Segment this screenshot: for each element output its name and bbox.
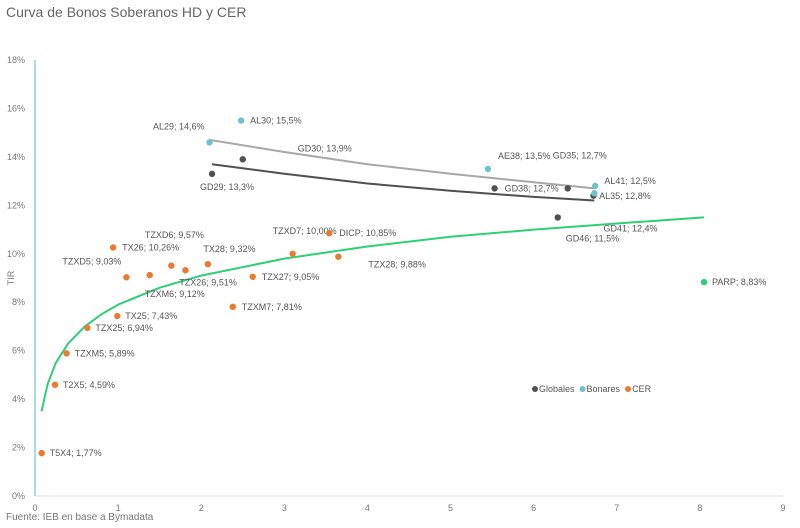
y-tick-label: 10% [7,249,25,259]
data-point [239,156,246,163]
chart-source: Fuente: IEB en base a Bymadata [6,512,154,523]
data-point [484,165,492,173]
data-point [564,185,571,192]
y-tick-label: 0% [12,491,25,501]
legend-marker [625,386,632,392]
data-label: TZX28; 9,88% [368,260,426,270]
data-point [38,449,45,457]
data-point [168,262,175,269]
trend-line [209,138,595,190]
x-tick-label: 6 [531,503,536,513]
legend-label: Globales [539,384,575,394]
data-label: TZXD5; 9,03% [62,256,121,266]
y-axis-label: TIR [6,270,16,285]
data-label: DICP; 10,85% [339,228,396,238]
data-point [123,274,130,281]
data-label: TX25; 7,43% [125,311,177,321]
data-point [591,182,599,190]
x-tick-label: 9 [780,503,785,513]
x-tick-label: 0 [32,503,37,513]
y-tick-label: 4% [12,394,25,404]
x-tick-label: 2 [199,503,204,513]
data-point [51,381,59,389]
chart-title: Curva de Bonos Soberanos HD y CER [6,4,247,20]
x-tick-label: 7 [614,503,619,513]
data-point [335,253,342,260]
data-point [591,190,598,197]
data-point [208,170,216,178]
data-label: TZX26; 9,51% [179,278,237,288]
legend-marker [579,386,586,392]
trend-line [40,216,705,412]
data-label: GD29; 13,3% [200,182,254,192]
data-label: T2X5; 4,59% [63,380,115,390]
data-point [182,267,189,274]
data-label: AL41; 12,5% [604,176,656,186]
y-tick-label: 18% [7,55,25,65]
data-point [229,303,237,311]
data-label: TZXD6; 9,57% [145,230,204,240]
x-tick-label: 4 [365,503,370,513]
data-label: AL35; 12,8% [599,191,651,201]
legend-label: CER [632,384,652,394]
data-point [146,271,153,279]
x-tick-label: 1 [116,503,121,513]
data-point [249,273,256,280]
data-label: TZXD7; 10,00% [273,226,337,236]
data-label: TZX27; 9,05% [262,272,320,282]
y-tick-label: 16% [7,103,25,113]
data-label: TZXM5; 5,89% [75,348,135,358]
data-label: AL30; 15,5% [250,116,302,126]
y-tick-label: 2% [12,443,25,453]
data-label: PARP; 8,83% [712,277,766,287]
data-label: GD38; 12,7% [505,183,559,193]
data-point [206,139,213,146]
y-tick-label: 14% [7,152,25,162]
x-tick-label: 8 [697,503,702,513]
data-label: GD30; 13,9% [298,143,352,153]
x-tick-label: 3 [282,503,287,513]
data-label: T5X4; 1,77% [50,448,102,458]
data-label: AL29; 14,6% [153,121,205,131]
data-label: TZXM6; 9,12% [145,289,205,299]
y-tick-label: 6% [12,346,25,356]
data-point [204,260,212,268]
data-point [700,278,708,286]
y-tick-label: 12% [7,200,25,210]
data-label: TZXM7; 7,81% [242,302,302,312]
data-point [109,244,117,251]
data-point [63,350,70,357]
data-point [491,185,498,192]
data-label: AE38; 13,5% [498,151,551,161]
data-point [326,229,333,237]
data-point [554,214,561,221]
data-point [114,312,121,320]
data-point [237,117,245,124]
data-point [289,250,296,257]
trend-line [211,163,595,202]
data-label: GD41; 12,4% [604,224,658,234]
legend-label: Bonares [587,384,621,394]
x-tick-label: 5 [448,503,453,513]
y-tick-label: 8% [12,297,25,307]
data-label: TZX25; 6,94% [95,323,153,333]
data-label: GD46; 11,5% [566,233,619,243]
data-label: TX28; 9,32% [203,244,255,254]
legend-marker [532,386,538,392]
data-label: GD35; 12,7% [553,150,607,160]
data-point [84,324,91,332]
data-label: TX26; 10,26% [122,242,179,252]
